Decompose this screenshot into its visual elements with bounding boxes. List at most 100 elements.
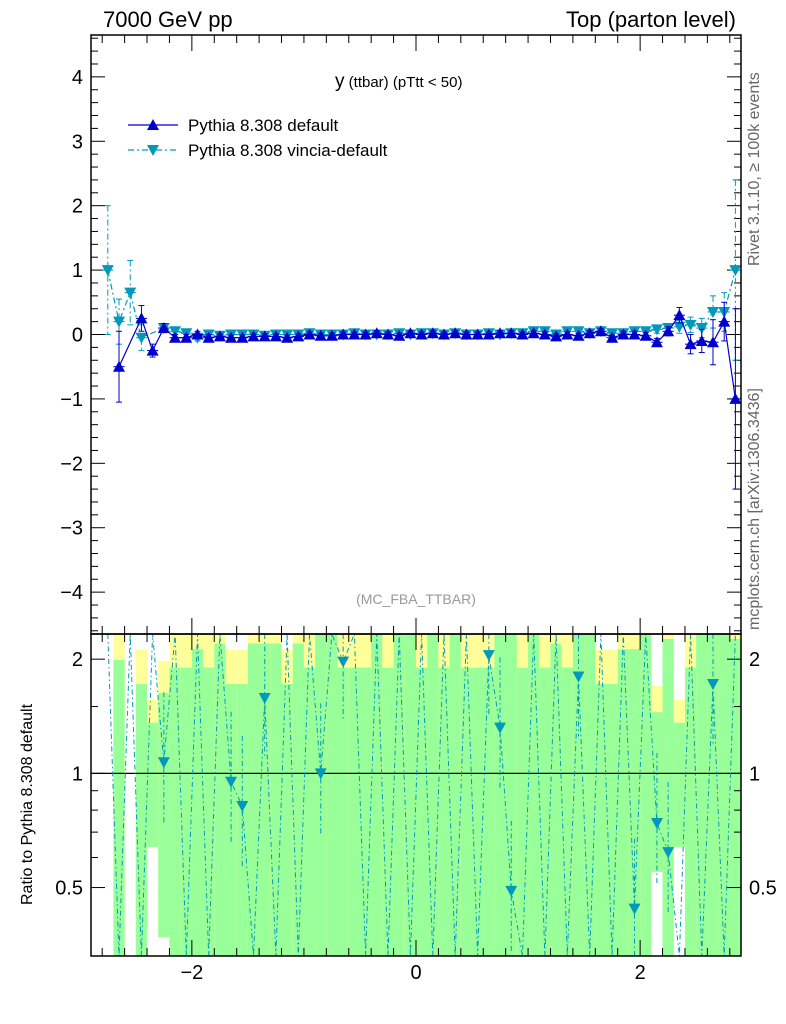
data-point-vincia xyxy=(135,332,148,344)
ratio-band-green xyxy=(595,684,607,956)
ratio-band-green xyxy=(561,667,573,956)
y-tick-label: 3 xyxy=(72,131,83,153)
data-point-default xyxy=(594,325,607,337)
data-point-default xyxy=(482,328,495,340)
legend-label-vincia: Pythia 8.308 vincia-default xyxy=(188,141,388,160)
ratio-band-green xyxy=(673,722,685,847)
data-point-default xyxy=(695,334,708,346)
ratio-band-green xyxy=(214,643,226,956)
ratio-band-green xyxy=(404,634,416,956)
ratio-band-green xyxy=(303,667,316,956)
ratio-band-green xyxy=(516,667,529,956)
ratio-band-green xyxy=(729,639,741,956)
data-point-default xyxy=(281,331,294,343)
data-point-vincia xyxy=(729,265,742,277)
data-point-vincia xyxy=(650,324,663,336)
plot-title-text: y (ttbar) (pTtt < 50) xyxy=(335,71,462,92)
ratio-point-vincia xyxy=(650,817,663,829)
data-point-default xyxy=(157,322,170,334)
ratio-band-green xyxy=(606,684,618,956)
data-point-default xyxy=(527,327,540,339)
legend: Pythia 8.308 default Pythia 8.308 vincia-… xyxy=(128,116,388,160)
ratio-band-green xyxy=(247,643,260,956)
ratio-band-green xyxy=(427,634,439,956)
data-point-default xyxy=(426,327,439,339)
data-point-default xyxy=(449,327,462,339)
ratio-band-green xyxy=(326,634,338,956)
ratio-band-green xyxy=(359,667,372,956)
data-point-vincia xyxy=(101,265,114,277)
data-point-default xyxy=(325,329,338,341)
header-right: Top (parton level) xyxy=(566,7,736,32)
data-point-default xyxy=(494,327,507,339)
data-point-default xyxy=(650,336,663,348)
ratio-band-green xyxy=(292,643,304,956)
y-tick-label: 4 xyxy=(72,67,83,89)
data-point-default xyxy=(337,328,350,340)
ratio-band-green xyxy=(696,634,708,956)
data-point-default xyxy=(213,330,226,342)
data-point-default xyxy=(180,331,193,343)
data-point-default xyxy=(628,328,641,340)
data-point-default xyxy=(348,328,361,340)
data-point-default xyxy=(662,325,675,337)
data-point-default xyxy=(561,328,574,340)
data-point-default xyxy=(247,330,260,342)
ratio-band-green xyxy=(348,667,360,956)
data-point-default xyxy=(438,328,451,340)
data-point-vincia xyxy=(706,306,719,318)
ratio-band-green xyxy=(449,634,461,956)
data-point-default xyxy=(258,330,271,342)
x-tick-label: −2 xyxy=(180,962,203,984)
plot-annotation: (MC_FBA_TTBAR) xyxy=(356,591,476,607)
data-point-default xyxy=(370,327,383,339)
main-data xyxy=(101,179,742,490)
ratio-band-green xyxy=(416,667,428,956)
data-point-default xyxy=(292,330,305,342)
ratio-band-green xyxy=(135,684,148,956)
legend-marker-vincia xyxy=(147,145,159,156)
ratio-point-vincia xyxy=(706,679,719,691)
data-point-default xyxy=(550,330,563,342)
data-point-default xyxy=(639,329,652,341)
ratio-band-green xyxy=(393,634,405,956)
y-tick-label: 0 xyxy=(72,325,83,347)
data-point-vincia xyxy=(695,323,708,335)
ratio-frame xyxy=(90,633,742,957)
ratio-band-green xyxy=(707,634,719,956)
ratio-band-green xyxy=(494,634,506,956)
ratio-y-tick-label: 0.5 xyxy=(749,878,777,900)
data-point-default xyxy=(718,315,731,327)
data-point-default xyxy=(191,328,204,340)
ratio-band-green xyxy=(628,649,641,956)
ratio-y-tick-label: 0.5 xyxy=(55,878,83,900)
ratio-point-vincia xyxy=(157,757,170,769)
data-point-default xyxy=(404,327,417,339)
y-tick-label: −1 xyxy=(60,389,83,411)
data-point-default xyxy=(684,338,697,350)
data-point-default xyxy=(381,328,394,340)
ratio-ticks: −2 0 2 0.5 0.5 1 1 2 2 xyxy=(55,634,777,984)
ratio-band-green xyxy=(460,667,473,956)
ratio-y-tick-label: 1 xyxy=(749,763,760,785)
ratio-y-axis-label: Ratio to Pythia 8.308 default xyxy=(19,703,36,905)
data-point-default xyxy=(225,331,238,343)
ratio-band-green xyxy=(572,634,585,956)
rivet-label: Rivet 3.1.10, ≥ 100k events xyxy=(746,72,763,266)
ratio-band-green xyxy=(584,634,596,956)
data-point-default xyxy=(729,392,742,404)
data-point-default xyxy=(673,309,686,321)
data-point-vincia xyxy=(124,287,137,299)
ratio-point-vincia xyxy=(337,656,350,668)
data-point-default xyxy=(572,329,585,341)
ratio-band-green xyxy=(147,722,159,847)
data-point-default xyxy=(706,336,719,348)
header-left: 7000 GeV pp xyxy=(103,7,233,32)
data-point-default xyxy=(393,329,406,341)
legend-marker-default xyxy=(147,119,159,130)
data-point-default xyxy=(505,327,518,339)
ratio-band-green xyxy=(113,659,125,956)
y-tick-label: 2 xyxy=(72,196,83,218)
data-point-default xyxy=(135,312,148,324)
